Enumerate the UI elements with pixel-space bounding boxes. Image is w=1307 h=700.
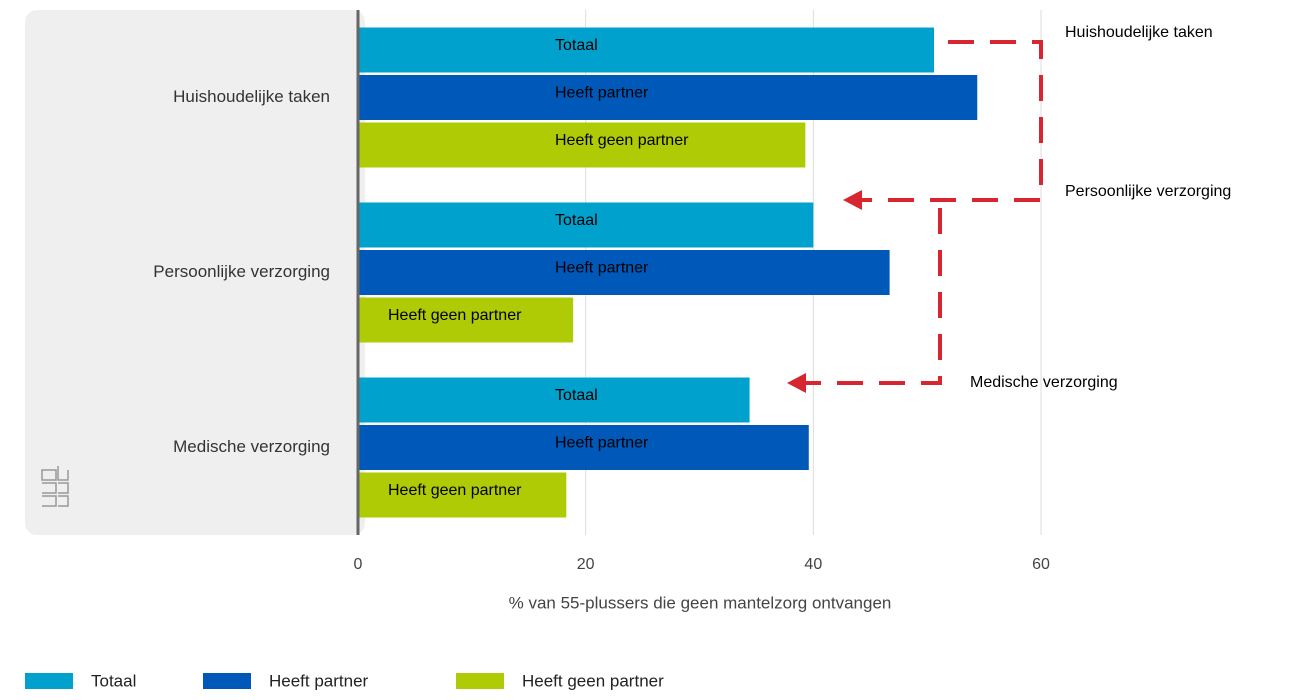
bar: [358, 472, 567, 518]
arrow-head: [787, 373, 806, 393]
legend-label: Heeft geen partner: [522, 671, 664, 690]
category-label: Huishoudelijke taken: [173, 87, 330, 106]
annotation: Huishoudelijke taken: [1065, 24, 1213, 41]
bar: [358, 202, 814, 248]
bar-label: Heeft geen partner: [555, 132, 689, 149]
bar: [358, 425, 809, 470]
logo-shape: [41, 466, 69, 507]
bar: [358, 27, 934, 73]
arrow-line: [806, 208, 942, 385]
bar-label: Totaal: [555, 387, 598, 404]
category-label: Medische verzorging: [173, 437, 330, 456]
bar-label: Heeft partner: [555, 435, 649, 452]
x-tick-label: 20: [577, 556, 595, 573]
x-tick-label: 60: [1032, 556, 1050, 573]
bar-label: Heeft geen partner: [388, 482, 522, 499]
x-tick-label: 0: [354, 556, 363, 573]
bar: [358, 122, 806, 168]
bar-label: Totaal: [555, 212, 598, 229]
legend-swatch: [456, 673, 504, 689]
x-axis-label: % van 55-plussers die geen mantelzorg on…: [509, 593, 892, 612]
bar: [358, 377, 750, 423]
x-tick-label: 40: [804, 556, 822, 573]
bar-label: Heeft partner: [555, 85, 649, 102]
legend-label: Heeft partner: [269, 671, 369, 690]
bar-label: Heeft partner: [555, 260, 649, 277]
category-panel: [25, 10, 365, 535]
annotation: Medische verzorging: [970, 374, 1118, 391]
annotation-arrows: [806, 40, 1043, 385]
arrow-line: [862, 40, 1043, 202]
legend-label: Totaal: [91, 671, 136, 690]
logo: [41, 466, 69, 507]
annotation: Persoonlijke verzorging: [1065, 183, 1231, 200]
bars: [358, 27, 978, 518]
category-label: Persoonlijke verzorging: [153, 262, 330, 281]
bar-label: Heeft geen partner: [388, 307, 522, 324]
bar-label: Totaal: [555, 37, 598, 54]
bar: [358, 297, 574, 343]
bar: [358, 75, 978, 120]
arrow-head: [843, 190, 862, 210]
bar: [358, 250, 890, 295]
legend-swatch: [203, 673, 251, 689]
legend-swatch: [25, 673, 73, 689]
